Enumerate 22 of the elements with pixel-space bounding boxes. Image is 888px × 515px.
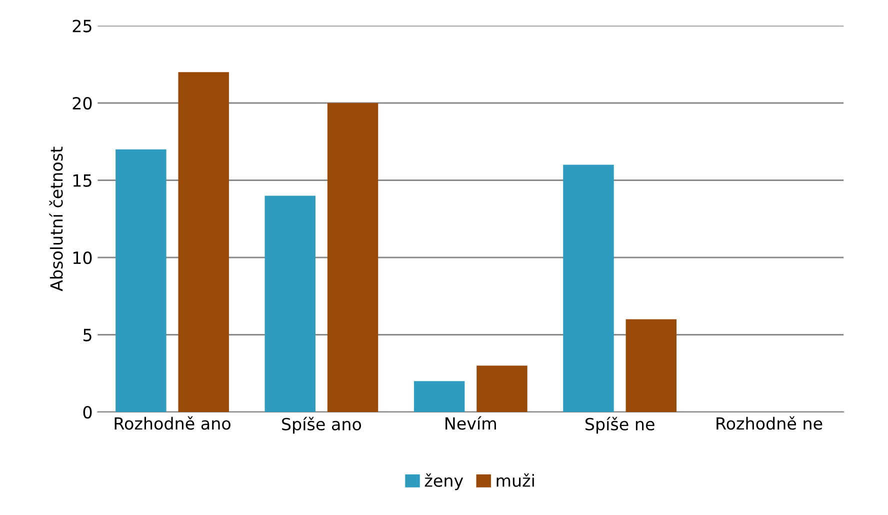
bar — [476, 366, 528, 412]
y-tick-label: 0 — [83, 406, 92, 419]
x-tick-label: Rozhodně ne — [716, 416, 822, 430]
x-tick-label: Spíše ano — [282, 416, 362, 434]
bar — [327, 103, 378, 412]
bar — [626, 319, 677, 412]
y-axis-title: Absolutní četnost — [49, 146, 63, 292]
y-tick-label: 5 — [84, 328, 92, 342]
y-tick-label: 15 — [73, 174, 92, 187]
legend-label: ženy — [424, 473, 464, 490]
bar — [178, 72, 229, 412]
bar — [414, 381, 465, 412]
bar — [264, 196, 316, 412]
y-tick-label: 25 — [72, 20, 92, 32]
legend-label: muži — [496, 473, 534, 487]
y-tick-label: 10 — [73, 251, 92, 264]
x-tick-label: Rozhodně ano — [114, 416, 230, 430]
x-tick-label: Spíše ne — [586, 416, 654, 434]
x-tick-label: Nevím — [446, 416, 496, 430]
bar — [563, 164, 614, 412]
y-tick-label: 20 — [72, 96, 92, 110]
bar — [116, 149, 166, 412]
